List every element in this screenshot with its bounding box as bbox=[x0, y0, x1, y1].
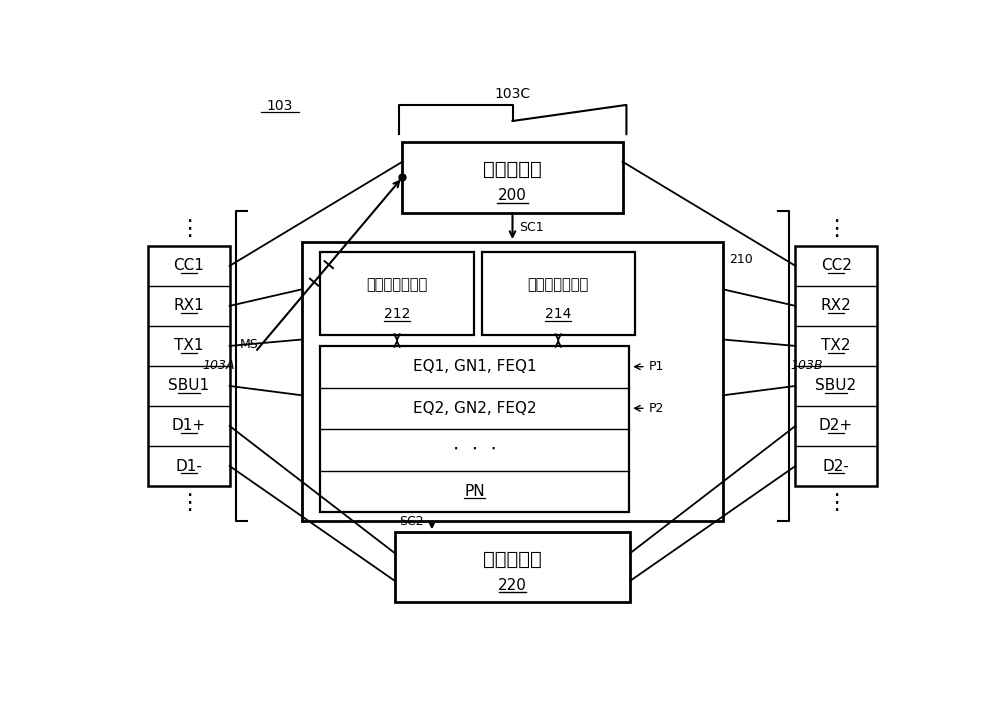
Text: PN: PN bbox=[464, 484, 485, 499]
Text: RX1: RX1 bbox=[174, 299, 204, 313]
Text: ⋮: ⋮ bbox=[825, 493, 847, 513]
Text: P1: P1 bbox=[649, 360, 664, 373]
Text: TX2: TX2 bbox=[821, 339, 851, 353]
Text: 103: 103 bbox=[267, 99, 293, 113]
Bar bbox=[320, 346, 629, 512]
Bar bbox=[395, 532, 630, 601]
Text: TX1: TX1 bbox=[174, 339, 204, 353]
Text: 214: 214 bbox=[545, 306, 571, 320]
Text: ⋮: ⋮ bbox=[178, 219, 200, 239]
Text: CC2: CC2 bbox=[821, 259, 852, 273]
Text: D2+: D2+ bbox=[819, 418, 853, 433]
Text: RX2: RX2 bbox=[821, 299, 851, 313]
Text: 103A: 103A bbox=[203, 360, 235, 372]
Text: SBU1: SBU1 bbox=[168, 379, 210, 393]
Bar bbox=[302, 242, 723, 521]
Text: EQ2, GN2, FEQ2: EQ2, GN2, FEQ2 bbox=[413, 401, 536, 416]
Text: D1-: D1- bbox=[176, 458, 202, 474]
Bar bbox=[148, 246, 230, 486]
Text: 转接定时器电路: 转接定时器电路 bbox=[528, 277, 589, 292]
Text: EQ1, GN1, FEQ1: EQ1, GN1, FEQ1 bbox=[413, 359, 536, 374]
Text: 220: 220 bbox=[498, 578, 527, 593]
Bar bbox=[320, 252, 474, 335]
Text: D1+: D1+ bbox=[172, 418, 206, 433]
Text: 210: 210 bbox=[730, 253, 753, 266]
Text: MS: MS bbox=[240, 338, 258, 351]
Text: 103C: 103C bbox=[494, 87, 531, 101]
Text: 控制器电路: 控制器电路 bbox=[483, 160, 542, 179]
Text: SC1: SC1 bbox=[519, 221, 543, 234]
Text: 212: 212 bbox=[384, 306, 410, 320]
Text: D2-: D2- bbox=[823, 458, 850, 474]
Text: ⋮: ⋮ bbox=[825, 219, 847, 239]
Text: SBU2: SBU2 bbox=[816, 379, 857, 393]
Text: 103B: 103B bbox=[790, 360, 823, 372]
Text: CC1: CC1 bbox=[174, 259, 204, 273]
Text: 交换器电路: 交换器电路 bbox=[483, 550, 542, 569]
Text: ⋅  ⋅  ⋅: ⋅ ⋅ ⋅ bbox=[453, 440, 496, 459]
Bar bbox=[795, 246, 877, 486]
Text: SC2: SC2 bbox=[399, 515, 424, 528]
Bar bbox=[402, 142, 623, 212]
Text: 200: 200 bbox=[498, 189, 527, 203]
Text: 转接驱动器电路: 转接驱动器电路 bbox=[366, 277, 428, 292]
Text: ⋮: ⋮ bbox=[178, 493, 200, 513]
Text: P2: P2 bbox=[649, 402, 664, 415]
Bar bbox=[482, 252, 635, 335]
